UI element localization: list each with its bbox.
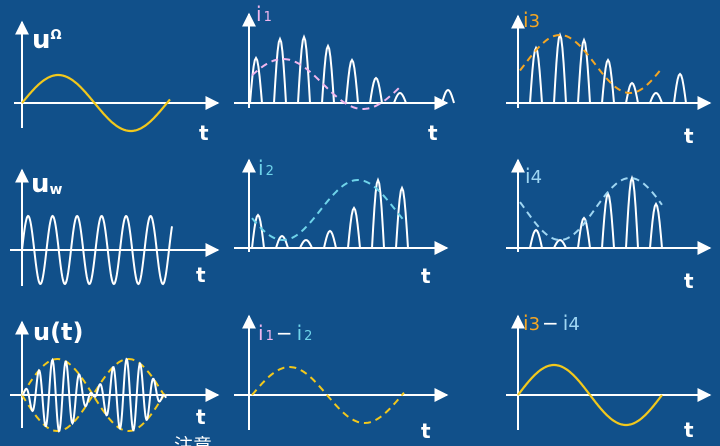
envelope	[519, 176, 663, 242]
panel-label: i 1− i 2	[258, 321, 312, 345]
t-axis-label: t	[684, 124, 694, 148]
panel-u-t: u(t) t	[10, 318, 220, 433]
panel-u-omega: uΩ t	[14, 20, 220, 145]
pulse-train	[529, 32, 687, 104]
panel-label: i3	[523, 8, 540, 32]
t-axis-label: t	[196, 405, 206, 429]
envelope	[251, 365, 405, 425]
t-axis-label: t	[684, 418, 694, 442]
panel-label: uΩ	[32, 25, 62, 55]
panel-label: u(t)	[33, 318, 84, 346]
panel-label: uw	[31, 169, 63, 199]
product-wave	[21, 357, 167, 433]
panel-i3-minus-i4: i3− i4 t	[506, 311, 712, 442]
panel-label: i3− i4	[523, 311, 580, 335]
modulating-sine-wave	[21, 73, 171, 133]
pulse-train	[251, 177, 409, 249]
t-axis-label: t	[196, 263, 206, 287]
t-axis-label: t	[428, 121, 438, 145]
t-axis-label: t	[199, 121, 209, 145]
envelope-upper	[21, 358, 167, 432]
panel-u-w: uw t	[10, 168, 220, 287]
panel-i1-minus-i2: i 1− i 2 t	[234, 316, 449, 443]
pulse-train	[249, 34, 455, 104]
envelope	[251, 58, 401, 110]
t-axis-label: t	[684, 269, 694, 293]
footnote-text: 注意	[174, 435, 212, 446]
panel-i3: i3 t	[506, 8, 712, 148]
t-axis-label: t	[421, 419, 431, 443]
t-axis-label: t	[421, 264, 431, 288]
envelope	[251, 178, 405, 241]
envelope	[519, 33, 663, 95]
difference-sine-wave	[517, 363, 663, 427]
carrier-wave	[21, 214, 173, 286]
panel-label: i4	[525, 164, 542, 188]
panel-i4: i4 t	[506, 158, 712, 293]
pulse-train	[529, 174, 663, 249]
